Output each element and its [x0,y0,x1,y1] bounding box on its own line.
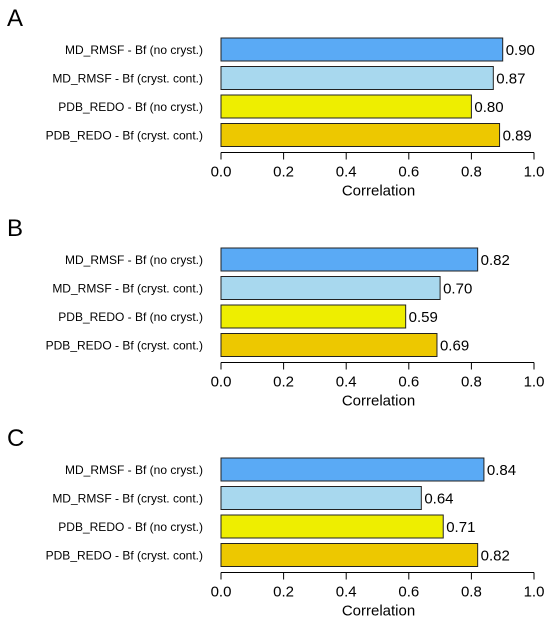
category-label: MD_RMSF - Bf (no cryst.) [65,43,203,57]
x-tick-label: 0.2 [273,164,294,181]
bar [220,486,422,510]
x-tick-label: 0.0 [211,164,232,181]
x-tick-label: 0.2 [273,374,294,391]
x-axis-title: Correlation [342,393,415,410]
value-label: 0.80 [474,99,503,116]
x-tick-label: 0.4 [336,584,357,601]
category-label: MD_RMSF - Bf (cryst. cont.) [52,72,203,86]
x-axis-title: Correlation [342,183,415,200]
value-label: 0.69 [440,338,469,355]
value-label: 0.82 [481,252,510,269]
category-label: PDB_REDO - Bf (no cryst.) [58,520,203,534]
panel-letter: A [7,5,23,32]
bar [220,514,444,539]
bar [220,66,494,90]
bar [220,276,441,300]
category-label: PDB_REDO - Bf (cryst. cont.) [46,339,203,353]
x-axis-title: Correlation [342,603,415,620]
category-label: MD_RMSF - Bf (cryst. cont.) [52,282,203,296]
panel-c: C MD_RMSF - Bf (no cryst.) 0.84 MD_RMSF - B… [7,425,544,620]
category-label: MD_RMSF - Bf (no cryst.) [65,253,203,267]
value-label: 0.64 [424,491,453,508]
x-tick-label: 0.2 [273,584,294,601]
x-tick-label: 0.4 [336,164,357,181]
x-tick-label: 0.6 [398,164,419,181]
value-label: 0.70 [443,281,472,298]
panel-letter: C [7,425,24,452]
bar [220,457,485,482]
value-label: 0.89 [503,128,532,145]
bar [220,333,438,357]
x-tick-label: 1.0 [524,584,545,601]
x-tick-label: 1.0 [524,374,545,391]
bar [220,543,479,567]
bar [220,37,504,62]
x-tick-label: 0.0 [211,584,232,601]
x-tick-label: 1.0 [524,164,545,181]
x-tick-label: 0.6 [398,584,419,601]
category-label: MD_RMSF - Bf (no cryst.) [65,463,203,477]
category-label: PDB_REDO - Bf (no cryst.) [58,310,203,324]
category-label: PDB_REDO - Bf (cryst. cont.) [46,549,203,563]
value-label: 0.84 [487,462,516,479]
x-tick-label: 0.4 [336,374,357,391]
category-label: MD_RMSF - Bf (cryst. cont.) [52,492,203,506]
x-tick-label: 0.8 [461,164,482,181]
value-label: 0.87 [496,71,525,88]
panel-letter: B [7,215,23,242]
x-tick-label: 0.6 [398,374,419,391]
panel-a: A MD_RMSF - Bf (no cryst.) 0.90 MD_RMSF - B… [7,5,544,200]
x-tick-label: 0.8 [461,584,482,601]
x-tick-label: 0.0 [211,374,232,391]
category-label: PDB_REDO - Bf (no cryst.) [58,100,203,114]
category-label: PDB_REDO - Bf (cryst. cont.) [46,129,203,143]
value-label: 0.71 [446,519,475,536]
bar [220,247,479,272]
value-label: 0.82 [481,548,510,565]
bar [220,94,472,119]
value-label: 0.90 [506,42,535,59]
bar [220,123,501,147]
value-label: 0.59 [409,309,438,326]
x-tick-label: 0.8 [461,374,482,391]
bar [220,304,407,329]
panel-b: B MD_RMSF - Bf (no cryst.) 0.82 MD_RMSF - B… [7,215,544,410]
